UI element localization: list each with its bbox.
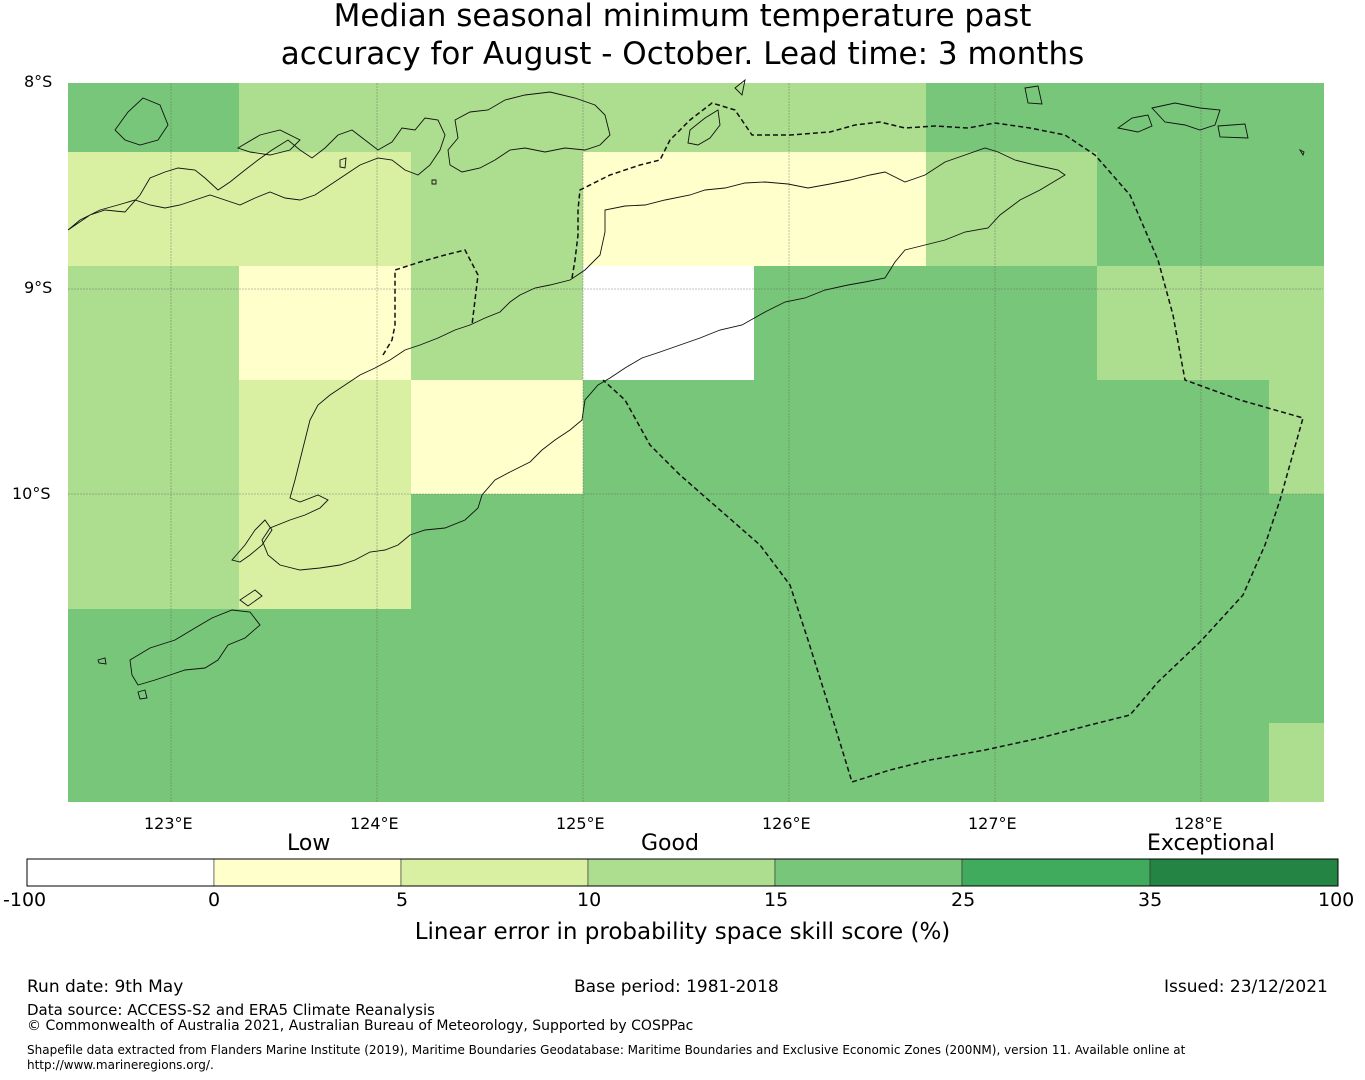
base-period: Base period: 1981-2018 [574,977,779,997]
grid-cell [411,494,1324,609]
lon-label-126e: 126°E [762,814,811,833]
lon-label-123e: 123°E [144,814,193,833]
category-low: Low [287,831,331,856]
colorbar-tick-25: 25 [951,889,976,911]
lon-label-127e: 127°E [968,814,1017,833]
map-title-line-2: accuracy for August - October. Lead time… [280,36,1085,72]
grid-cell [1269,723,1324,802]
run-date: Run date: 9th May [27,977,184,997]
lat-label-8s: 8°S [24,72,53,91]
grid-cell [583,380,1269,494]
grid-cell [411,380,583,494]
category-exceptional: Exceptional [1147,831,1275,856]
grid-cell [1097,266,1324,380]
grid-cell [926,152,1097,266]
grid-cell [239,380,411,494]
issued-date: Issued: 23/12/2021 [1164,977,1328,997]
colorbar-segment [961,858,1151,887]
grid-cell [68,609,1324,723]
grid-cell [583,83,926,152]
coastlines [67,78,1305,700]
colorbar-frame [26,858,1339,887]
lat-label-10s: 10°S [12,484,51,503]
grid-cell [411,152,583,266]
data-source: Data source: ACCESS-S2 and ERA5 Climate … [27,1001,435,1019]
colorbar-segment [587,858,776,887]
maritime-boundaries [382,102,1304,783]
grid-cell [239,494,411,609]
category-good: Good [641,831,699,856]
colorbar-tick-15: 15 [764,889,789,911]
grid-cell [583,266,754,380]
colorbar-tick-35: 35 [1138,889,1163,911]
colorbar-tick-100: 100 [1318,889,1355,911]
grid-cell [926,83,1324,152]
lat-label-9s: 9°S [24,278,53,297]
copyright: © Commonwealth of Australia 2021, Austra… [27,1018,694,1034]
lon-label-128e: 128°E [1174,814,1223,833]
colorbar-label: Linear error in probability space skill … [414,919,951,945]
skill-score-grid [68,83,1324,802]
colorbar-segment [774,858,963,887]
shapefile-credit-line-2: http://www.marineregions.org/. [27,1058,214,1072]
colorbar-segment [213,858,402,887]
grid-cell [411,266,583,380]
lon-label-125e: 125°E [556,814,605,833]
grid-cell [68,83,239,152]
colorbar-tick-minus100: -100 [3,889,47,911]
colorbar [26,858,1339,887]
grid-cell [68,152,411,266]
colorbar-tick-0: 0 [208,889,221,911]
grid-cell [68,380,239,494]
grid-cell [68,723,1269,802]
grid-cell [1097,152,1324,266]
lon-label-124e: 124°E [350,814,399,833]
colorbar-tick-10: 10 [577,889,602,911]
shapefile-credit-line-1: Shapefile data extracted from Flanders M… [27,1043,1186,1057]
colorbar-tick-5: 5 [396,889,409,911]
grid-cell [754,266,1097,380]
grid-cell [1269,380,1324,494]
gridlines [68,83,1323,802]
colorbar-segment [26,858,215,887]
grid-cell [754,152,926,266]
grid-cell [239,266,411,380]
colorbar-segment [400,858,589,887]
colorbar-segment [1149,858,1339,887]
grid-cell [68,266,239,380]
map-title-line-1: Median seasonal minimum temperature past [333,0,1032,34]
grid-cell [68,494,239,609]
